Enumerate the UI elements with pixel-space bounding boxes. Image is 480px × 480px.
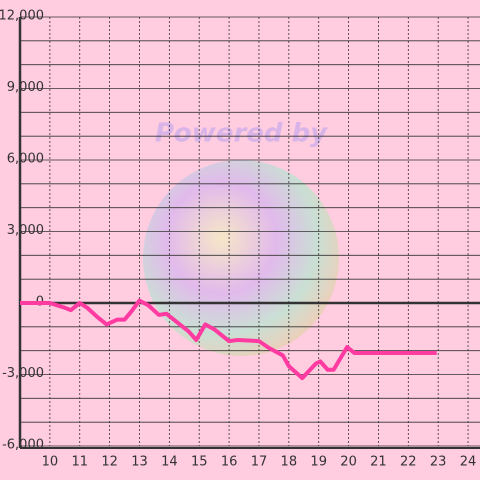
x-tick-label: 11 <box>71 455 88 470</box>
x-tick-label: 20 <box>340 455 357 470</box>
y-tick-label: 6,000 <box>7 152 44 167</box>
plot <box>20 298 437 381</box>
watermark-logo <box>143 160 339 356</box>
series-line <box>20 298 437 381</box>
x-tick-label: 12 <box>101 455 118 470</box>
x-tick-label: 24 <box>460 455 477 470</box>
x-tick-label: 13 <box>131 455 148 470</box>
x-tick-label: 16 <box>221 455 238 470</box>
x-tick-label: 23 <box>430 455 447 470</box>
y-tick-label: 9,000 <box>7 80 44 95</box>
x-tick-label: 15 <box>191 455 208 470</box>
watermark: Powered by <box>143 119 339 356</box>
watermark-text: Powered by <box>155 119 328 149</box>
x-tick-label: 22 <box>400 455 417 470</box>
x-tick-label: 14 <box>161 455 178 470</box>
x-tick-label: 17 <box>251 455 268 470</box>
y-tick-label: 12,000 <box>0 9 44 24</box>
y-tick-label: -6,000 <box>2 438 44 453</box>
x-tick-label: 10 <box>42 455 59 470</box>
x-tick-label: 21 <box>370 455 387 470</box>
x-tick-label: 19 <box>310 455 327 470</box>
x-tick-label: 18 <box>281 455 298 470</box>
y-tick-label: -3,000 <box>2 366 44 381</box>
y-tick-label: 3,000 <box>7 223 44 238</box>
